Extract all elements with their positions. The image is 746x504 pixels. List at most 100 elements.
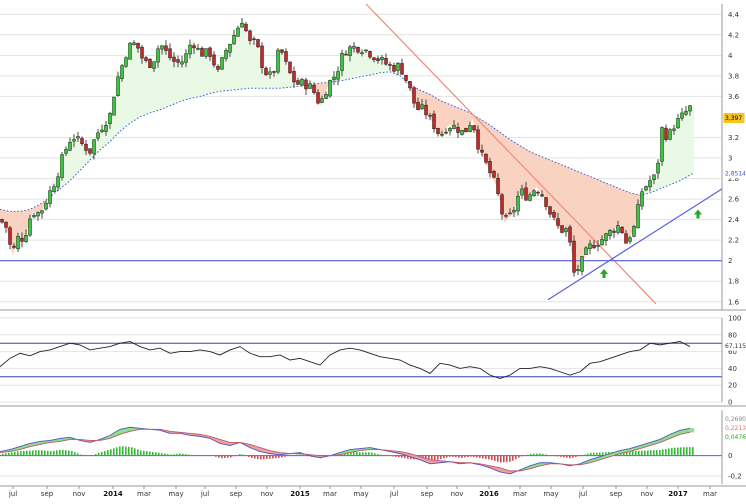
candle-down [9, 228, 12, 245]
macd-hist-bar-negative [494, 456, 496, 461]
x-tick-label: jul [8, 490, 17, 498]
macd-hist-bar-negative [458, 456, 460, 458]
macd-value-badge-text: 0,2690 [725, 416, 746, 423]
macd-hist-bar-positive [371, 452, 373, 455]
macd-hist-bar-positive [26, 451, 28, 456]
candle-down [369, 51, 372, 57]
x-tick-label: may [168, 490, 183, 498]
macd-hist-bar-positive [653, 450, 655, 455]
osc-tick-label: 40 [728, 365, 737, 373]
candle-up [341, 53, 344, 70]
candle-up [641, 192, 644, 206]
macd-hist-bar-positive [656, 450, 658, 456]
macd-hist-bar-negative [401, 456, 403, 458]
macd-signal-line [0, 429, 690, 471]
candle-down [289, 62, 292, 73]
macd-hist-bar-positive [677, 448, 679, 456]
candle-down [417, 102, 420, 109]
macd-hist-bar-positive [239, 454, 241, 456]
candle-up [617, 225, 620, 232]
macd-hist-bar-positive [641, 451, 643, 456]
candle-up [637, 205, 640, 228]
candle-down [613, 231, 616, 233]
candle-up [65, 149, 68, 153]
candle-up [585, 248, 588, 255]
macd-hist-bar-positive [380, 455, 382, 456]
x-tick-label: 2014 [103, 490, 123, 498]
macd-hist-bar-negative [272, 456, 274, 459]
macd-hist-bar-positive [185, 454, 187, 456]
macd-hist-bar-positive [80, 454, 82, 455]
last-price-badge-text: 3,397 [725, 115, 742, 122]
macd-hist-bar-positive [377, 454, 379, 456]
candle-up [657, 163, 660, 173]
candle-up [101, 130, 104, 132]
candle-up [49, 191, 52, 204]
candle-down [313, 85, 316, 93]
macd-hist-bar-negative [575, 456, 577, 457]
macd-hist-bar-positive [164, 454, 166, 456]
macd-hist-bar-positive [131, 447, 133, 455]
macd-hist-bar-negative [518, 456, 520, 458]
osc-tick-label: 80 [728, 331, 737, 339]
candle-down [253, 39, 256, 40]
macd-hist-bar-positive [8, 453, 10, 456]
macd-hist-bar-positive [200, 455, 202, 456]
candle-down [573, 241, 576, 272]
candle-up [181, 62, 184, 64]
price-tick-label: 1.6 [728, 298, 740, 306]
macd-hist-bar-positive [155, 452, 157, 455]
macd-hist-bar-positive [101, 452, 103, 456]
candle-up [229, 44, 232, 52]
x-tick-label: sep [230, 490, 243, 498]
macd-hist-bar-positive [665, 449, 667, 456]
candle-up [29, 219, 32, 235]
candle-down [425, 105, 428, 115]
macd-hist-bar-negative [560, 456, 562, 457]
macd-hist-bar-negative [227, 456, 229, 458]
macd-hist-bar-negative [512, 456, 514, 461]
macd-hist-bar-positive [359, 452, 361, 455]
macd-hist-bar-negative [278, 456, 280, 458]
macd-hist-bar-positive [587, 454, 589, 456]
candle-up [233, 35, 236, 44]
candle-down [621, 227, 624, 233]
candle-up [509, 213, 512, 214]
candle-down [145, 58, 148, 61]
x-tick-label: 2016 [479, 490, 499, 498]
candle-up [629, 238, 632, 242]
macd-hist-bar-positive [527, 455, 529, 456]
macd-hist-bar-negative [284, 456, 286, 457]
candle-up [37, 212, 40, 216]
candle-up [661, 127, 664, 161]
macd-hist-bar-positive [182, 454, 184, 456]
macd-hist-bar-positive [542, 454, 544, 456]
candle-down [409, 81, 412, 88]
macd-hist-bar-positive [179, 454, 181, 456]
candle-down [545, 198, 548, 207]
x-tick-label: nov [641, 490, 654, 498]
macd-hist-bar-positive [23, 451, 25, 456]
candle-up [609, 230, 612, 235]
candle-down [297, 81, 300, 85]
macd-hist-bar-positive [20, 451, 22, 456]
candle-down [1, 219, 4, 222]
macd-hist-bar-positive [593, 453, 595, 456]
macd-hist-bar-negative [485, 456, 487, 459]
candle-down [465, 128, 468, 132]
macd-hist-bar-positive [38, 450, 40, 455]
x-tick-label: sep [421, 490, 434, 498]
macd-hist-bar-positive [32, 450, 34, 455]
macd-hist-bar-positive [62, 450, 64, 456]
x-tick-label: may [543, 490, 558, 498]
candle-up [353, 46, 356, 48]
candle-down [165, 46, 168, 51]
x-tick-label: sep [610, 490, 623, 498]
x-tick-label: sep [41, 490, 54, 498]
candle-up [105, 125, 108, 131]
macd-value-badge-text: 0,0476 [725, 434, 746, 441]
macd-hist-bar-positive [299, 454, 301, 455]
candle-down [261, 46, 264, 68]
macd-hist-bar-positive [632, 451, 634, 456]
macd-hist-bar-positive [161, 453, 163, 456]
